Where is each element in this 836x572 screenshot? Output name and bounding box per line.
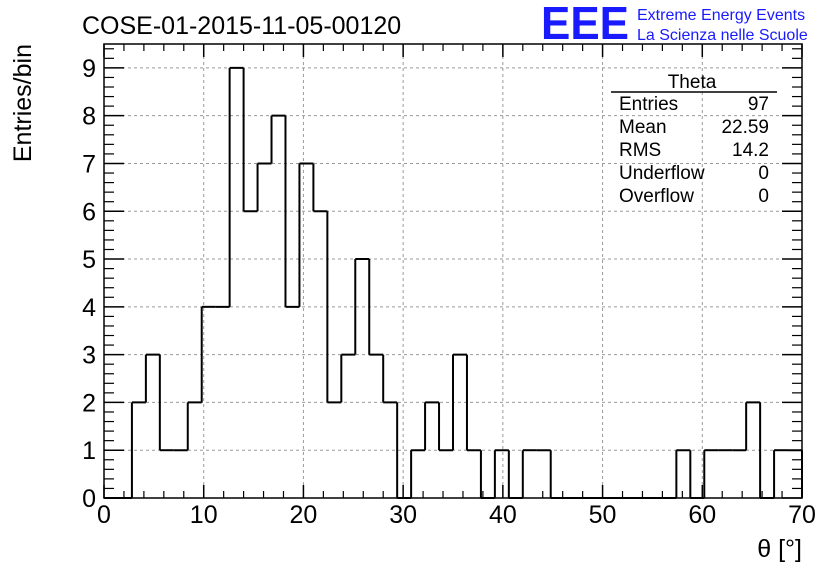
x-tick-label: 0 — [97, 501, 111, 529]
histogram-bin — [508, 450, 524, 499]
histogram-bin — [215, 67, 231, 308]
histogram-bin — [411, 402, 427, 452]
x-tick-label: 20 — [290, 501, 318, 529]
histogram-bin — [299, 162, 315, 212]
stats-rows: Entries 97 Mean 22.59 RMS 14.2 Underflow 0 Overf… — [619, 94, 769, 207]
eee-logo-mark: EEE — [541, 0, 629, 49]
histogram-bin — [145, 353, 161, 451]
histogram-bin — [732, 402, 748, 452]
histogram-bin — [676, 449, 692, 498]
histogram-bin — [285, 163, 301, 308]
y-tick-label: 5 — [82, 246, 96, 274]
x-tick-label: 10 — [190, 501, 218, 529]
x-axis-label: θ [°] — [757, 535, 802, 563]
histogram-bin — [425, 401, 441, 451]
histogram-bin — [327, 354, 343, 404]
y-tick-label: 3 — [82, 342, 96, 370]
histogram-series — [104, 66, 803, 499]
histogram-bin — [271, 114, 287, 307]
stats-row-value: 97 — [748, 94, 769, 115]
plot-frame — [103, 43, 803, 499]
histogram-bin — [760, 450, 776, 499]
x-tick-label: 30 — [389, 501, 417, 529]
histogram-bin — [243, 163, 259, 213]
y-axis-label: Entries/bin — [9, 44, 37, 162]
histogram-bin — [173, 402, 189, 452]
y-tick-label: 1 — [82, 437, 96, 465]
y-tick-label: 2 — [82, 389, 96, 417]
x-tick-label: 60 — [688, 501, 716, 529]
histogram-bin — [480, 450, 496, 499]
y-tick-label: 8 — [82, 103, 96, 131]
histogram-bin — [494, 449, 510, 498]
histogram-bin — [453, 353, 468, 451]
y-tick-label: 9 — [82, 55, 96, 83]
y-tick-label: 4 — [82, 294, 96, 322]
histogram-bin — [397, 450, 413, 499]
x-tick-label: 70 — [788, 501, 816, 529]
stats-row-value: 0 — [758, 186, 769, 207]
histogram-bin — [187, 306, 203, 404]
histogram-bin — [229, 66, 245, 212]
histogram-bin — [257, 115, 273, 165]
histogram-bin — [746, 401, 762, 498]
y-tick-label: 7 — [82, 150, 96, 178]
logo-line-2: La Scienza nelle Scuole — [637, 27, 808, 44]
histogram-bin — [341, 259, 357, 356]
histogram-bin — [439, 354, 454, 452]
histogram-bin — [369, 353, 385, 403]
histogram-bin — [788, 449, 803, 498]
stats-row-label: Mean — [619, 117, 667, 138]
y-tick-label: 0 — [82, 485, 96, 513]
stats-row-value: 22.59 — [721, 117, 769, 138]
stats-row-value: 0 — [758, 163, 769, 184]
y-tick-label: 6 — [82, 198, 96, 226]
x-tick-label: 40 — [489, 501, 517, 529]
axis-ticks — [103, 44, 803, 499]
histogram-bin — [466, 449, 482, 498]
y-tick-labels: 0 1 2 3 4 5 6 7 8 9 — [82, 55, 96, 513]
histogram-bin — [313, 210, 329, 403]
stats-row-label: RMS — [619, 140, 661, 161]
chart-title: COSE-01-2015-11-05-00120 — [82, 12, 401, 40]
x-tick-label: 50 — [589, 501, 617, 529]
logo-line-1: Extreme Energy Events — [637, 7, 805, 24]
histogram-bin — [131, 354, 147, 404]
stats-row-label: Entries — [619, 94, 678, 115]
histogram-bin — [536, 449, 552, 498]
eee-logo: EEE Extreme Energy Events La Scienza nel… — [541, 0, 808, 49]
stats-row-label: Overflow — [619, 186, 694, 207]
histogram-bin — [662, 450, 678, 499]
stats-box: Theta Entries 97 Mean 22.59 RMS 14.2 Underflow… — [611, 72, 777, 207]
stats-title: Theta — [668, 72, 717, 93]
stats-row-label: Underflow — [619, 163, 705, 184]
x-tick-labels: 0 10 20 30 40 50 60 70 — [97, 501, 816, 529]
stats-row-value: 14.2 — [732, 140, 769, 161]
histogram-bin — [355, 258, 371, 355]
histogram-bin — [383, 401, 399, 498]
